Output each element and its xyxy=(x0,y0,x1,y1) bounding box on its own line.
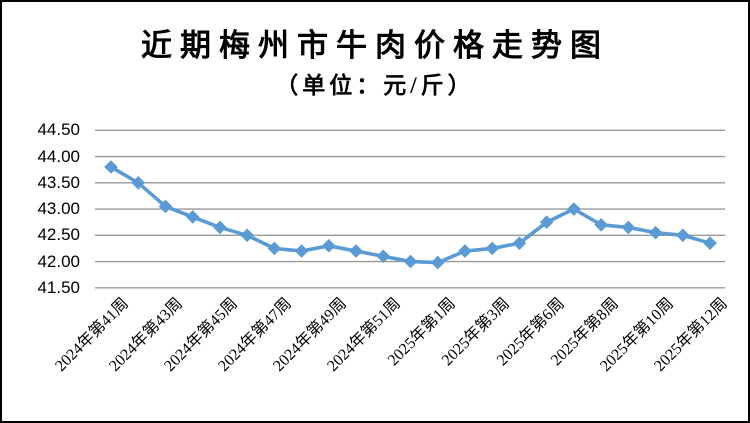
data-point-marker xyxy=(158,199,173,214)
data-point-marker xyxy=(322,239,336,253)
data-point-marker xyxy=(703,236,717,250)
y-axis-tick-label: 42.00 xyxy=(37,251,80,271)
data-point-marker xyxy=(403,254,418,269)
data-point-marker xyxy=(648,225,663,240)
chart-title: 近期梅州市牛肉价格走势图 xyxy=(141,28,609,63)
data-point-marker xyxy=(485,241,500,256)
data-point-marker xyxy=(267,241,282,256)
data-point-marker xyxy=(430,255,445,270)
data-point-marker xyxy=(567,202,581,216)
data-point-marker xyxy=(131,176,146,190)
y-axis-tick-label: 44.00 xyxy=(37,146,80,166)
y-axis-tick-label: 43.00 xyxy=(37,199,80,219)
data-point-marker xyxy=(512,236,527,250)
data-point-marker xyxy=(213,220,227,235)
data-point-marker xyxy=(594,218,608,232)
data-point-marker xyxy=(458,244,472,258)
data-point-marker xyxy=(240,228,254,243)
data-point-marker xyxy=(539,215,554,229)
data-point-marker xyxy=(294,244,309,258)
y-axis-tick-label: 44.50 xyxy=(37,120,80,140)
data-point-marker xyxy=(185,210,200,224)
data-point-marker xyxy=(621,220,636,235)
price-line-series xyxy=(109,165,712,265)
data-point-marker xyxy=(676,228,690,243)
data-point-marker xyxy=(376,249,391,264)
y-axis-tick-label: 43.50 xyxy=(37,172,80,192)
data-point-marker xyxy=(104,160,118,174)
data-point-marker xyxy=(349,244,363,258)
chart-subtitle: （单位：元/斤） xyxy=(275,73,475,98)
y-axis-tick-label: 41.50 xyxy=(37,277,80,297)
y-axis-tick-label: 42.50 xyxy=(37,225,80,245)
